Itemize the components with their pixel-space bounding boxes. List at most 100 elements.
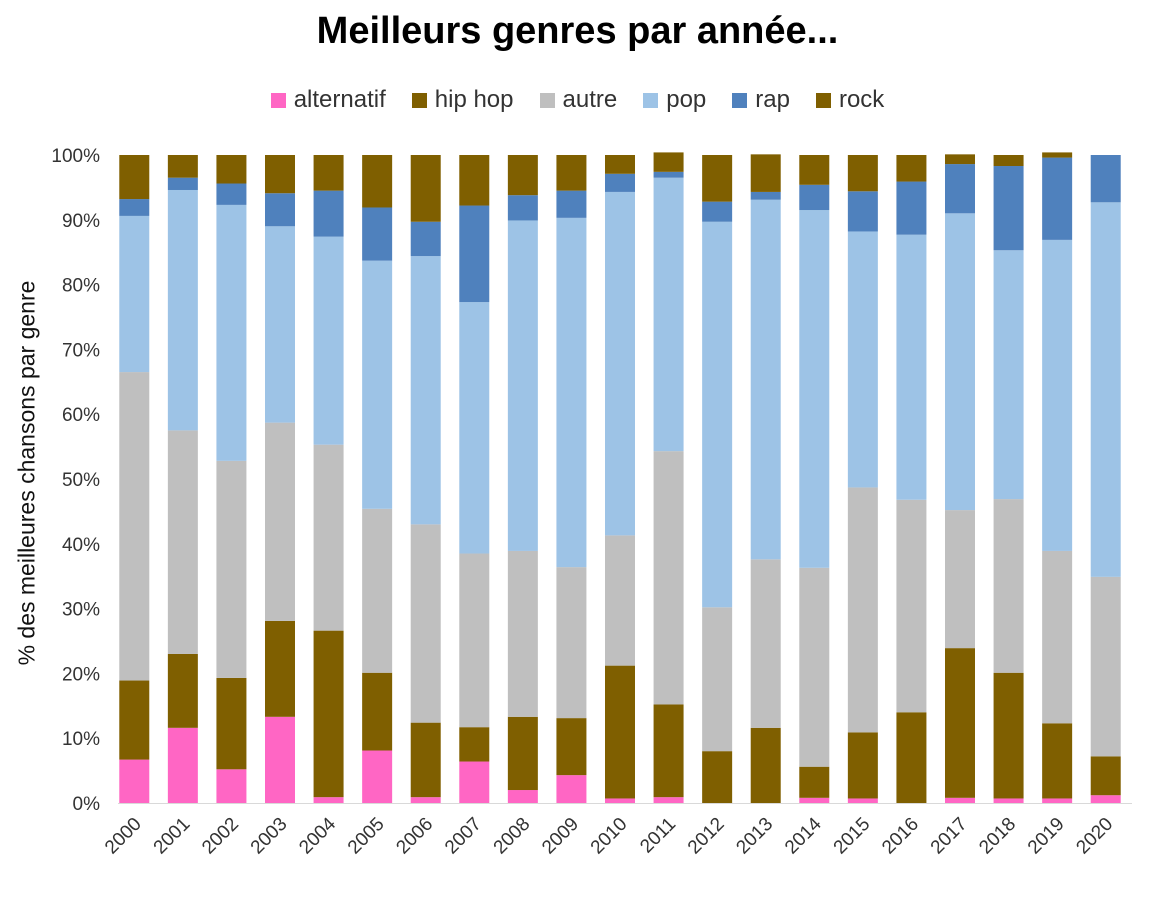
bar-segment-alternatif-2020 <box>1090 795 1121 803</box>
bar-segment-hip-hop-2000 <box>119 680 150 760</box>
legend-label: rock <box>838 86 885 113</box>
bar-segment-pop-2018 <box>993 250 1024 500</box>
bar-segment-autre-2006 <box>410 524 441 723</box>
legend-item-pop: pop <box>643 86 706 114</box>
bar-segment-rap-2000 <box>119 199 150 216</box>
bar-segment-pop-2001 <box>167 189 198 431</box>
bar-segment-autre-2015 <box>847 487 878 733</box>
bar-segment-autre-2017 <box>945 510 975 649</box>
chart-title: Meilleurs genres par année... <box>316 10 839 52</box>
x-tick-label: 2020 <box>1073 814 1118 859</box>
bar-segment-rock-2009 <box>556 155 587 191</box>
x-tick-label: 2007 <box>441 814 486 859</box>
bar-segment-alternatif-2007 <box>459 761 490 803</box>
legend-swatch <box>270 92 286 108</box>
bar-segment-rock-2018 <box>993 155 1024 167</box>
bar-segment-rap-2008 <box>507 195 538 221</box>
bar-segment-hip-hop-2008 <box>507 716 538 791</box>
bar-segment-alternatif-2010 <box>605 798 635 803</box>
x-tick-label: 2002 <box>198 814 243 859</box>
bar-segment-autre-2011 <box>653 451 684 705</box>
bar-segment-hip-hop-2011 <box>653 704 684 798</box>
bar-segment-pop-2019 <box>1042 239 1073 551</box>
bar-segment-pop-2005 <box>362 260 393 509</box>
bar-segment-alternatif-2006 <box>410 797 441 803</box>
bar-segment-autre-2014 <box>799 567 830 767</box>
bar-segment-autre-2007 <box>459 553 490 728</box>
bar-segment-hip-hop-2005 <box>362 672 393 751</box>
bar-segment-rock-2001 <box>167 155 198 178</box>
bar-segment-rap-2004 <box>313 190 344 237</box>
x-tick-label: 2011 <box>636 814 680 858</box>
bar-segment-autre-2009 <box>556 567 587 719</box>
bar-segment-hip-hop-2012 <box>702 751 733 803</box>
bar-segment-pop-2008 <box>507 220 538 551</box>
bar-segment-autre-2004 <box>313 444 344 631</box>
bar-segment-rock-2000 <box>119 155 150 200</box>
bar-segment-rap-2002 <box>216 183 247 205</box>
bar-segment-alternatif-2001 <box>167 727 198 803</box>
bar-segment-autre-2019 <box>1042 550 1073 724</box>
x-tick-label: 2000 <box>101 814 146 859</box>
bar-segment-hip-hop-2002 <box>216 677 247 770</box>
bar-segment-alternatif-2018 <box>993 798 1024 803</box>
bar-segment-rock-2011 <box>653 152 684 172</box>
bar-segment-alternatif-2003 <box>265 716 295 803</box>
legend-swatch <box>643 92 659 108</box>
bar-segment-hip-hop-2003 <box>265 620 295 717</box>
bar-segment-rock-2013 <box>750 154 781 192</box>
bar-segment-alternatif-2014 <box>799 797 830 803</box>
bar-segment-autre-2000 <box>119 372 150 681</box>
bar-segment-autre-2005 <box>362 508 393 673</box>
bar-segment-rock-2016 <box>896 155 927 182</box>
bar-segment-hip-hop-2015 <box>847 732 878 799</box>
bar-segment-rap-2020 <box>1090 155 1121 203</box>
bar-segment-pop-2017 <box>945 213 975 511</box>
bar-segment-pop-2010 <box>605 191 635 536</box>
bar-segment-rock-2015 <box>847 155 878 192</box>
x-tick-label: 2005 <box>344 814 389 859</box>
x-tick-label: 2018 <box>975 814 1020 859</box>
bar-segment-autre-2001 <box>167 430 198 654</box>
bar-segment-alternatif-2015 <box>847 798 878 803</box>
bar-segment-autre-2003 <box>265 422 295 621</box>
bar-segment-hip-hop-2010 <box>605 665 635 799</box>
bar-segment-rap-2015 <box>847 191 878 232</box>
bar-segment-hip-hop-2016 <box>896 712 927 803</box>
bar-segment-alternatif-2000 <box>119 759 150 803</box>
y-tick-label: 100% <box>51 146 100 167</box>
x-tick-label: 2006 <box>393 814 438 859</box>
bar-segment-rap-2005 <box>362 207 393 261</box>
x-tick-label: 2016 <box>878 814 923 859</box>
bar-segment-rock-2004 <box>313 155 344 191</box>
bar-segment-pop-2006 <box>410 256 441 525</box>
bar-segment-pop-2004 <box>313 236 344 445</box>
bar-segment-rock-2003 <box>265 155 295 194</box>
bar-segment-autre-2010 <box>605 535 635 666</box>
bar-segment-rap-2018 <box>993 166 1024 251</box>
y-tick-label: 20% <box>62 664 100 685</box>
bar-segment-hip-hop-2019 <box>1042 723 1073 799</box>
x-tick-label: 2019 <box>1024 814 1069 859</box>
bar-segment-rap-2003 <box>265 193 295 227</box>
bar-segment-pop-2020 <box>1090 202 1121 577</box>
y-tick-label: 10% <box>62 729 100 750</box>
bar-segment-rap-2013 <box>750 191 781 200</box>
bar-segment-pop-2015 <box>847 231 878 488</box>
bar-segment-hip-hop-2018 <box>993 672 1024 799</box>
x-tick-label: 2014 <box>781 813 826 858</box>
x-tick-label: 2008 <box>490 814 535 859</box>
legend-item-rock: rock <box>815 86 885 114</box>
x-tick-label: 2001 <box>150 814 195 859</box>
bar-segment-alternatif-2011 <box>653 797 684 803</box>
y-tick-label: 40% <box>62 535 100 556</box>
bar-segment-pop-2002 <box>216 204 247 461</box>
bar-segment-rap-2007 <box>459 205 490 303</box>
y-tick-label: 50% <box>62 470 100 491</box>
x-tick-label: 2012 <box>684 814 729 859</box>
x-tick-label: 2010 <box>587 814 632 859</box>
bar-segment-hip-hop-2009 <box>556 718 587 776</box>
bar-segment-rap-2001 <box>167 177 198 190</box>
x-tick-label: 2004 <box>295 813 340 858</box>
